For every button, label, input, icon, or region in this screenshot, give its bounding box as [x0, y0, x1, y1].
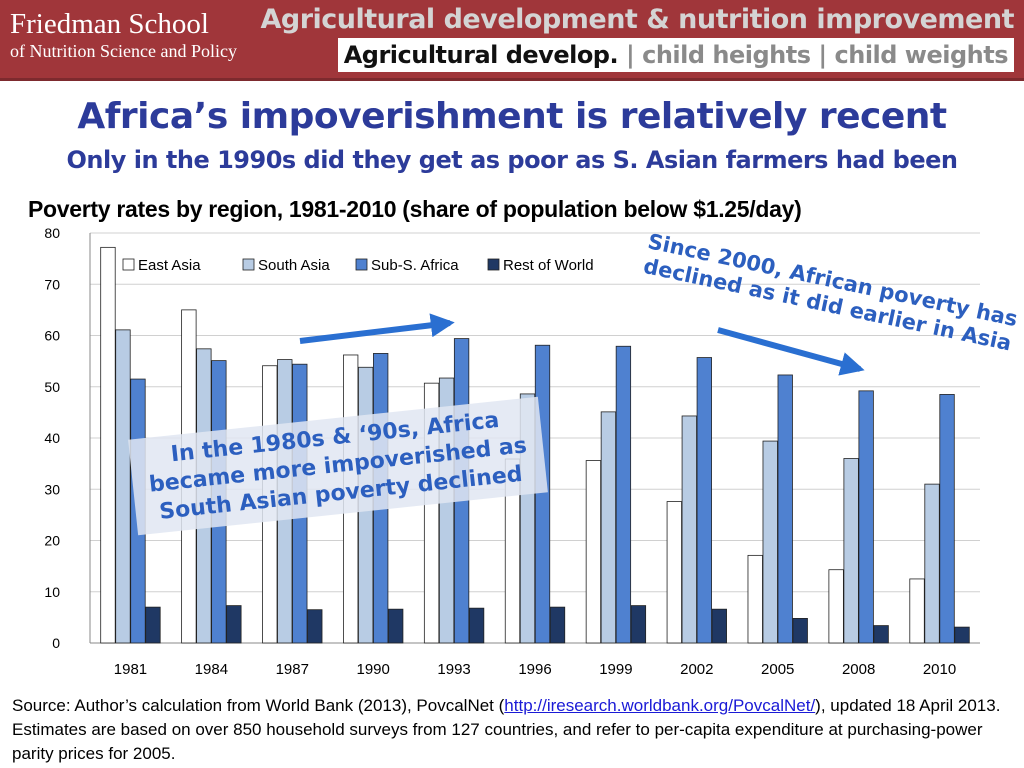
- bar-rest-of-world-1981: [145, 606, 161, 644]
- legend-swatch: [242, 258, 255, 271]
- bar-rest-of-world-2005: [792, 618, 808, 644]
- breadcrumb-separator: |: [625, 41, 635, 69]
- breadcrumb-separator: |: [818, 41, 827, 69]
- legend-swatch: [122, 258, 135, 271]
- x-tick-label: 2008: [842, 661, 875, 678]
- x-tick-label: 2010: [923, 661, 956, 678]
- chart-title: Poverty rates by region, 1981-2010 (shar…: [28, 196, 802, 222]
- bar-rest-of-world-2002: [711, 608, 727, 644]
- y-tick-label: 70: [44, 276, 60, 292]
- bar-rest-of-world-1987: [307, 609, 323, 644]
- legend-swatch: [487, 258, 500, 271]
- bar-east-asia-1999: [585, 460, 602, 644]
- x-tick-label: 1999: [599, 661, 632, 678]
- y-tick-label: 20: [44, 533, 60, 549]
- arrow-right: [717, 327, 865, 376]
- bar-rest-of-world-1984: [226, 605, 242, 644]
- source-prefix: Source: Author’s calculation from World …: [12, 696, 505, 715]
- bar-south-asia-2008: [843, 458, 859, 644]
- bar-sub-s-africa-2005: [777, 374, 793, 644]
- bar-sub-s-africa-2008: [858, 390, 874, 644]
- bar-east-asia-1981: [100, 246, 116, 644]
- y-tick-label: 80: [44, 225, 60, 241]
- bar-sub-s-africa-2002: [696, 357, 712, 644]
- y-tick-label: 50: [44, 379, 60, 395]
- chart-legend: East Asia South Asia Sub-S. Africa Rest of …: [122, 257, 594, 274]
- legend-label: East Asia: [138, 257, 201, 274]
- bar-rest-of-world-2008: [873, 625, 889, 644]
- bar-south-asia-1981: [115, 329, 131, 644]
- breadcrumb-item-child-heights[interactable]: child heights: [642, 41, 811, 69]
- slide-title: Africa’s impoverishment is relatively re…: [77, 96, 947, 137]
- legend-label: South Asia: [258, 257, 330, 274]
- bar-sub-s-africa-1996: [534, 344, 551, 644]
- logo-line1: Friedman School: [10, 8, 209, 40]
- y-tick-label: 0: [52, 635, 60, 651]
- y-tick-label: 60: [44, 328, 60, 344]
- bar-rest-of-world-1993: [468, 607, 485, 644]
- bar-sub-s-africa-2010: [939, 394, 955, 644]
- y-axis-ticks: 0 10 20 30 40 50 60 70 80: [44, 225, 60, 651]
- bar-sub-s-africa-1999: [615, 345, 632, 644]
- school-logo: Friedman School of Nutrition Science and…: [10, 8, 237, 62]
- breadcrumb-item-child-weights[interactable]: child weights: [834, 41, 1009, 69]
- bar-east-asia-2008: [828, 569, 844, 644]
- source-note: Source: Author’s calculation from World …: [12, 694, 1012, 766]
- logo-line2: of Nutrition Science and Policy: [10, 41, 237, 61]
- bar-south-asia-1999: [600, 411, 617, 644]
- bar-south-asia-2005: [762, 440, 778, 644]
- x-tick-label: 1984: [195, 661, 228, 678]
- x-tick-label: 1981: [114, 661, 147, 678]
- breadcrumb-active[interactable]: Agricultural develop.: [343, 41, 619, 69]
- y-tick-label: 40: [44, 430, 60, 446]
- bar-rest-of-world-1996: [549, 606, 566, 644]
- y-tick-label: 10: [44, 584, 60, 600]
- x-tick-label: 2002: [680, 661, 713, 678]
- source-link[interactable]: http://iresearch.worldbank.org/PovcalNet…: [504, 696, 816, 715]
- x-tick-label: 1990: [356, 661, 389, 678]
- bar-east-asia-2002: [666, 501, 682, 644]
- x-tick-label: 1996: [518, 661, 551, 678]
- bar-south-asia-2002: [681, 415, 697, 644]
- slide-subtitle: Only in the 1990s did they get as poor a…: [66, 146, 958, 174]
- y-tick-label: 30: [44, 481, 60, 497]
- source-suffix: ), updated 18 April 2013. Estimates are …: [12, 696, 1001, 763]
- x-tick-label: 2005: [761, 661, 794, 678]
- header-bar: Friedman School of Nutrition Science and…: [0, 0, 1024, 81]
- bar-rest-of-world-2010: [954, 626, 970, 644]
- bar-east-asia-2005: [747, 554, 763, 644]
- section-title: Agricultural development & nutrition imp…: [260, 4, 1014, 35]
- bar-rest-of-world-1999: [630, 605, 647, 644]
- arrow-left: [299, 313, 455, 344]
- bar-east-asia-2010: [909, 578, 925, 644]
- legend-swatch: [355, 258, 368, 271]
- legend-label: Sub-S. Africa: [371, 257, 459, 274]
- breadcrumb: Agricultural develop. | child heights | …: [337, 38, 1014, 72]
- bar-rest-of-world-1990: [388, 608, 404, 644]
- x-tick-label: 1993: [437, 661, 470, 678]
- x-tick-label: 1987: [276, 661, 309, 678]
- legend-label: Rest of World: [503, 257, 594, 274]
- x-axis-ticks: 1981 1984 1987 1990 1993 1996 1999 2002 2005 2008…: [114, 661, 956, 678]
- bar-south-asia-2010: [924, 483, 940, 644]
